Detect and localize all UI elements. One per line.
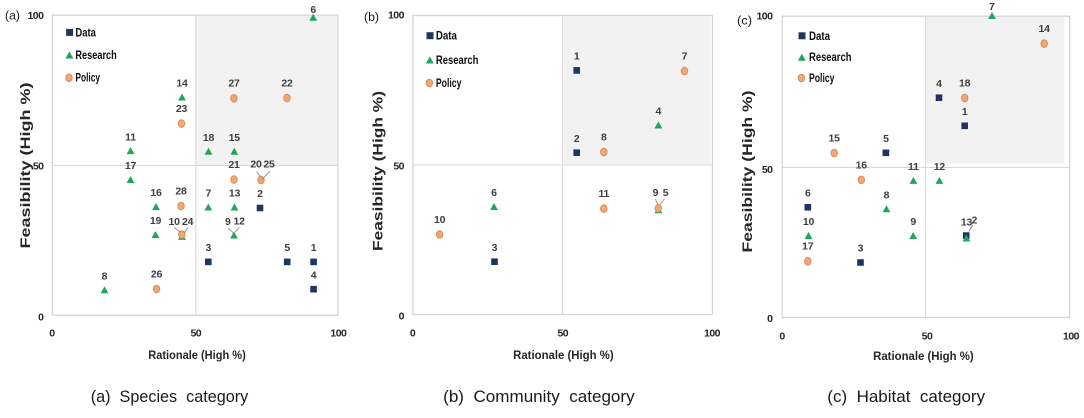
svg-text:(a): (a) xyxy=(5,11,20,23)
svg-text:50: 50 xyxy=(557,328,568,340)
svg-text:50: 50 xyxy=(922,331,933,343)
svg-text:10: 10 xyxy=(434,214,446,226)
svg-text:14: 14 xyxy=(176,78,188,90)
svg-text:6: 6 xyxy=(805,188,811,200)
svg-text:15: 15 xyxy=(829,132,841,144)
svg-text:13: 13 xyxy=(961,217,973,229)
svg-text:0: 0 xyxy=(49,328,55,340)
svg-text:Feasibility (High %): Feasibility (High %) xyxy=(739,91,755,253)
svg-text:19: 19 xyxy=(150,215,162,227)
svg-text:5: 5 xyxy=(284,242,290,254)
svg-text:100: 100 xyxy=(330,328,347,340)
svg-text:22: 22 xyxy=(281,77,293,89)
svg-text:16: 16 xyxy=(856,159,868,171)
svg-text:100: 100 xyxy=(27,10,44,22)
svg-text:(b): (b) xyxy=(364,12,379,24)
svg-text:(a) Species category: (a) Species category xyxy=(91,388,249,406)
svg-text:8: 8 xyxy=(601,131,607,143)
svg-text:17: 17 xyxy=(125,160,137,172)
svg-text:Data: Data xyxy=(436,29,457,43)
svg-text:Feasibility (High %): Feasibility (High %) xyxy=(370,91,386,251)
svg-text:Research: Research xyxy=(809,50,852,64)
svg-text:8: 8 xyxy=(102,271,108,283)
svg-text:23: 23 xyxy=(176,103,188,115)
svg-text:4: 4 xyxy=(655,106,661,118)
svg-text:Feasibility (High %): Feasibility (High %) xyxy=(17,83,33,249)
svg-text:50: 50 xyxy=(33,161,44,173)
svg-text:Data: Data xyxy=(75,25,96,39)
svg-text:1: 1 xyxy=(962,106,968,118)
svg-text:20: 20 xyxy=(250,159,262,171)
svg-text:1: 1 xyxy=(311,242,317,254)
svg-text:7: 7 xyxy=(989,1,995,13)
svg-text:3: 3 xyxy=(858,243,864,255)
svg-text:4: 4 xyxy=(311,269,317,281)
svg-text:1: 1 xyxy=(574,51,580,63)
svg-text:Policy: Policy xyxy=(75,71,100,85)
svg-text:17: 17 xyxy=(802,241,814,253)
svg-text:24: 24 xyxy=(182,216,194,228)
svg-text:3: 3 xyxy=(205,242,211,254)
svg-text:(c) Habitat category: (c) Habitat category xyxy=(827,388,986,406)
svg-text:15: 15 xyxy=(229,132,241,144)
svg-text:5: 5 xyxy=(663,187,669,199)
svg-text:11: 11 xyxy=(598,188,609,200)
svg-text:14: 14 xyxy=(1039,23,1051,35)
svg-text:7: 7 xyxy=(205,188,211,200)
svg-text:Data: Data xyxy=(809,29,830,43)
svg-text:Rationale (High %): Rationale (High %) xyxy=(513,348,614,362)
svg-text:0: 0 xyxy=(399,311,405,323)
svg-text:7: 7 xyxy=(682,50,688,62)
svg-text:9: 9 xyxy=(653,187,659,199)
svg-text:4: 4 xyxy=(936,78,942,90)
svg-text:0: 0 xyxy=(410,328,416,340)
svg-text:50: 50 xyxy=(762,164,773,176)
svg-text:3: 3 xyxy=(492,242,498,254)
svg-text:2: 2 xyxy=(257,188,263,200)
svg-text:2: 2 xyxy=(971,214,977,226)
svg-text:12: 12 xyxy=(934,161,946,173)
svg-text:27: 27 xyxy=(228,78,240,90)
svg-text:(c): (c) xyxy=(737,16,752,28)
svg-text:11: 11 xyxy=(125,131,136,143)
svg-text:21: 21 xyxy=(228,159,240,171)
svg-text:50: 50 xyxy=(393,161,404,173)
svg-text:26: 26 xyxy=(151,268,163,280)
svg-text:9: 9 xyxy=(910,216,916,228)
svg-text:8: 8 xyxy=(884,190,890,202)
svg-text:28: 28 xyxy=(175,185,187,197)
svg-text:100: 100 xyxy=(704,328,721,340)
svg-text:(b) Community category: (b) Community category xyxy=(443,388,635,406)
svg-text:50: 50 xyxy=(190,328,201,340)
svg-text:10: 10 xyxy=(169,216,181,228)
svg-text:Rationale (High %): Rationale (High %) xyxy=(148,348,246,362)
svg-text:Policy: Policy xyxy=(436,76,462,90)
svg-text:11: 11 xyxy=(908,161,919,173)
svg-text:10: 10 xyxy=(803,216,815,228)
svg-text:100: 100 xyxy=(1063,331,1080,343)
svg-text:18: 18 xyxy=(959,77,971,89)
svg-text:6: 6 xyxy=(491,187,497,199)
svg-text:16: 16 xyxy=(150,187,162,199)
svg-text:13: 13 xyxy=(229,188,241,200)
svg-text:25: 25 xyxy=(263,159,275,171)
svg-text:0: 0 xyxy=(767,313,773,325)
svg-text:5: 5 xyxy=(883,133,889,145)
svg-text:Policy: Policy xyxy=(809,71,835,85)
svg-text:100: 100 xyxy=(388,10,405,22)
svg-text:2: 2 xyxy=(574,133,580,145)
svg-text:Rationale (High %): Rationale (High %) xyxy=(873,349,974,363)
svg-text:12: 12 xyxy=(234,216,246,228)
svg-text:100: 100 xyxy=(756,10,773,22)
svg-text:9: 9 xyxy=(225,216,231,228)
svg-text:Research: Research xyxy=(436,53,479,67)
svg-text:6: 6 xyxy=(310,4,316,16)
svg-text:18: 18 xyxy=(203,132,215,144)
svg-text:0: 0 xyxy=(779,331,785,343)
svg-text:0: 0 xyxy=(38,312,44,324)
svg-text:Research: Research xyxy=(75,48,116,62)
